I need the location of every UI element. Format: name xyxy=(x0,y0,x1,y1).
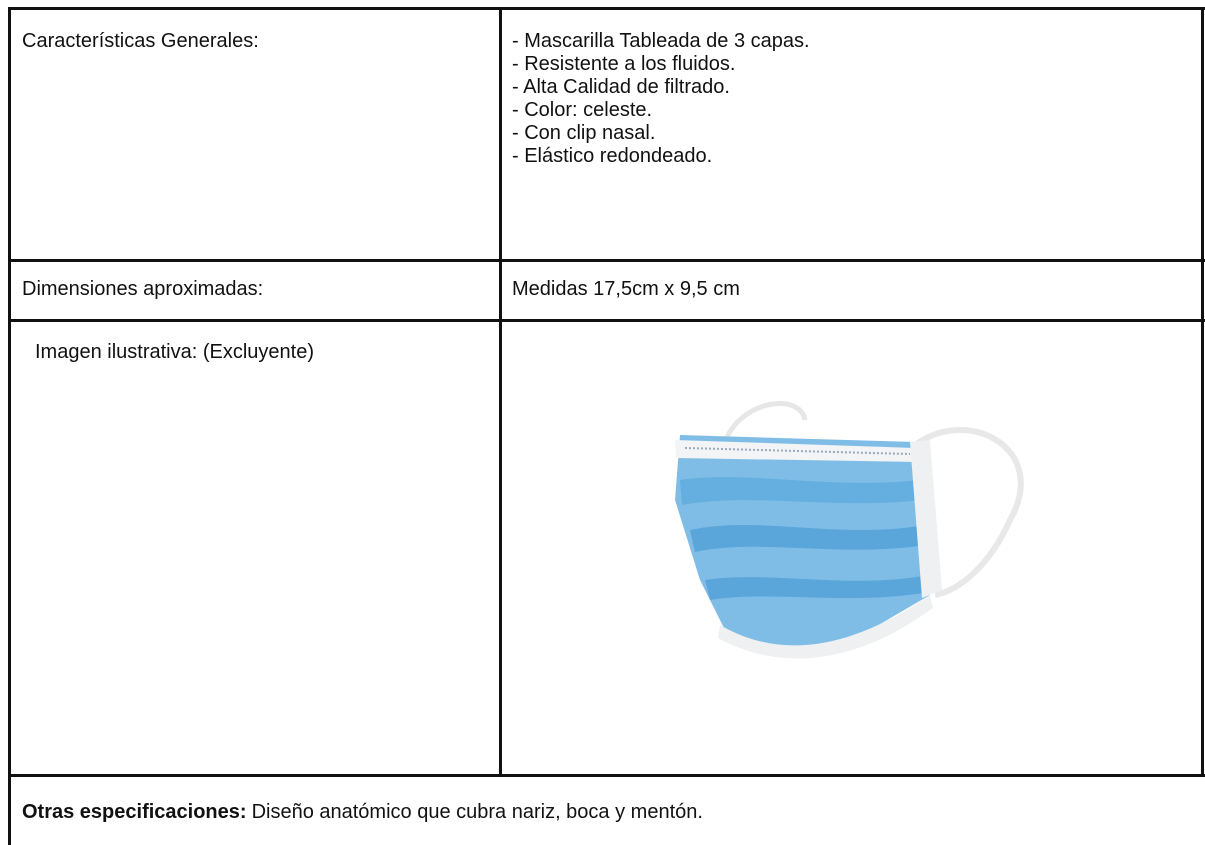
feature-item: - Mascarilla Tableada de 3 capas. xyxy=(512,30,810,52)
row-label: Imagen ilustrativa: (Excluyente) xyxy=(35,341,315,363)
border xyxy=(8,774,1205,777)
border xyxy=(8,7,1205,10)
mask-image xyxy=(675,401,1024,659)
feature-item: - Alta Calidad de filtrado. xyxy=(512,76,730,98)
row-value: Medidas 17,5cm x 9,5 cm xyxy=(512,278,740,300)
feature-item: - Resistente a los fluidos. xyxy=(512,53,736,75)
feature-list: - Mascarilla Tableada de 3 capas. - Resi… xyxy=(512,30,810,168)
border xyxy=(8,7,11,845)
border xyxy=(8,319,1205,322)
footer: Otras especificaciones: Diseño anatómico … xyxy=(22,801,703,824)
feature-item: - Con clip nasal. xyxy=(512,122,656,144)
feature-item: - Elástico redondeado. xyxy=(512,145,713,167)
border xyxy=(1201,7,1204,777)
footer-text: Diseño anatómico que cubra nariz, boca y… xyxy=(251,801,703,823)
border xyxy=(499,7,502,777)
row-label: Dimensiones aproximadas: xyxy=(22,278,264,300)
footer-label: Otras especificaciones: xyxy=(22,801,247,823)
row-label: Características Generales: xyxy=(22,30,259,52)
feature-item: - Color: celeste. xyxy=(512,99,653,121)
border xyxy=(8,259,1205,262)
